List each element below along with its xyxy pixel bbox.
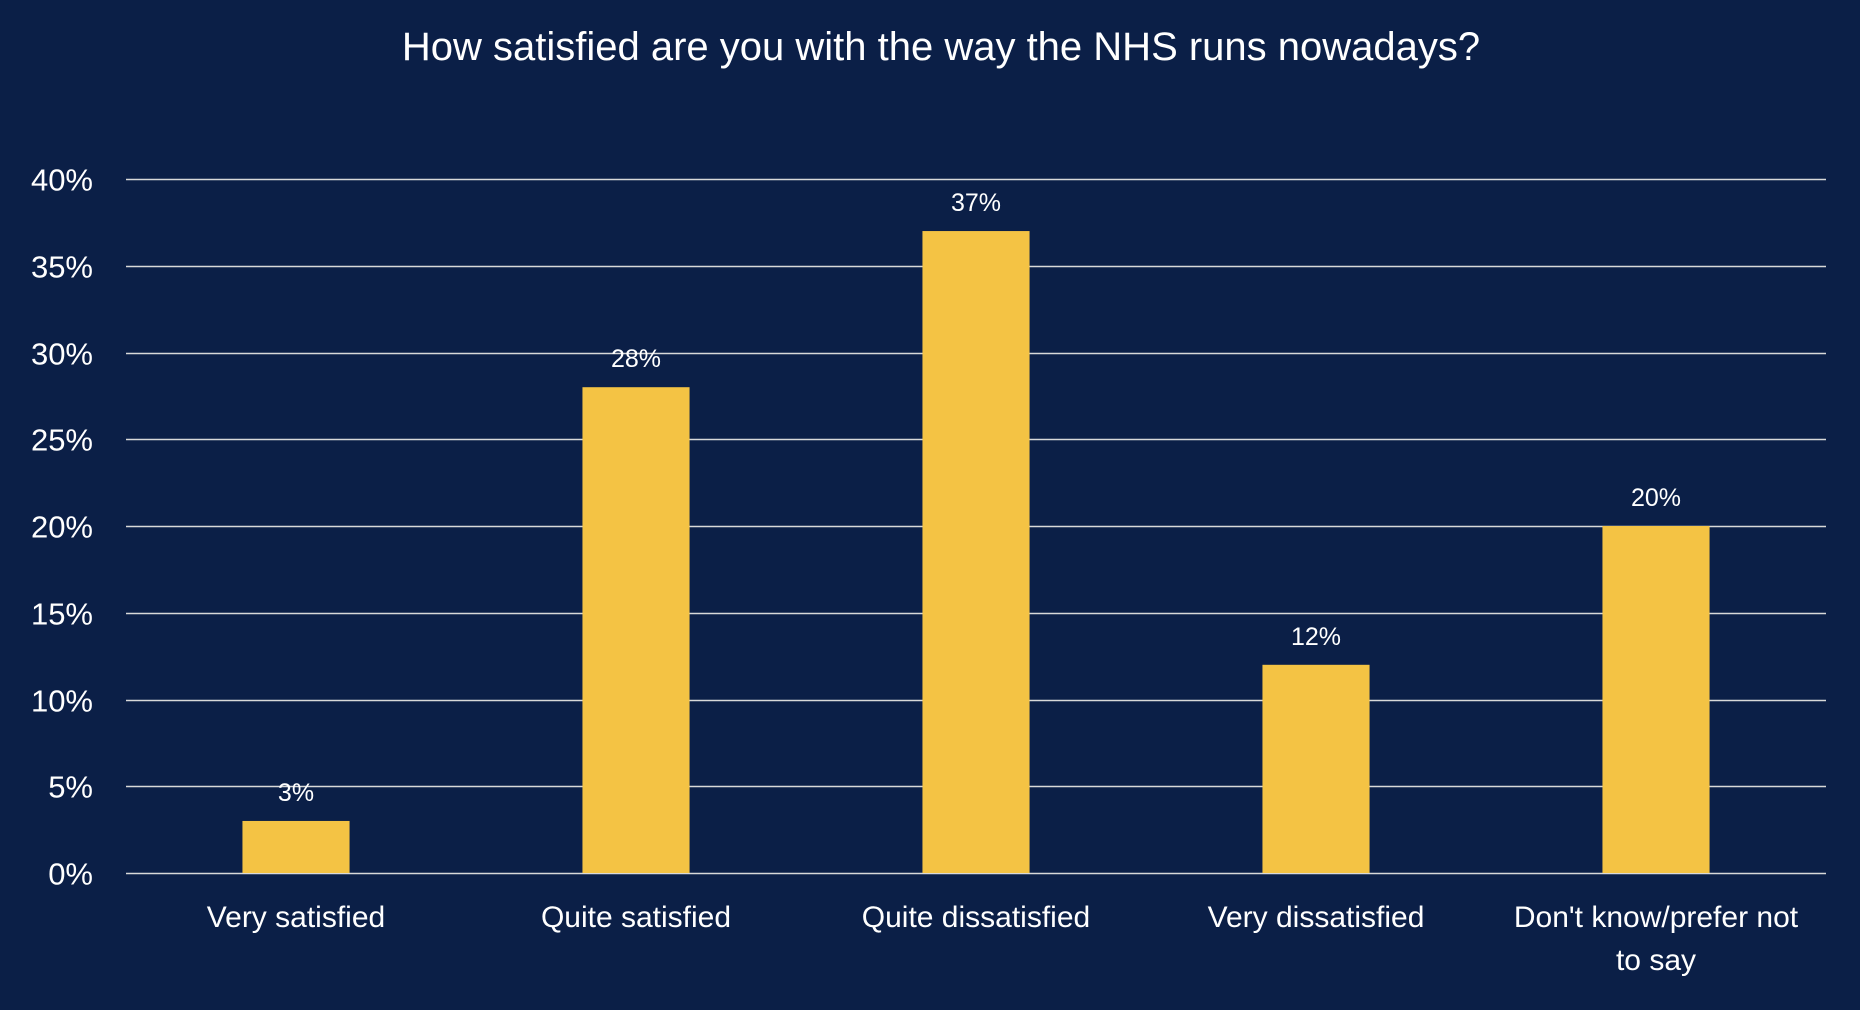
- x-tick-label: to say: [1616, 944, 1696, 977]
- y-tick-label: 25%: [31, 423, 93, 458]
- y-tick-label: 20%: [31, 510, 93, 545]
- x-tick-label: Quite dissatisfied: [862, 901, 1090, 934]
- x-tick-label: Very satisfied: [207, 901, 385, 934]
- bar: [1262, 664, 1370, 873]
- bar: [242, 820, 350, 873]
- bar: [922, 231, 1030, 874]
- y-tick-label: 10%: [31, 684, 93, 719]
- y-axis-ticks: 0% 5% 10% 15% 20% 25% 30% 35% 40%: [31, 163, 93, 892]
- x-tick-label: Very dissatisfied: [1208, 901, 1425, 934]
- bars: [242, 231, 1710, 874]
- bar: [582, 387, 690, 873]
- y-tick-label: 40%: [31, 163, 93, 198]
- x-axis-ticks: Very satisfied Quite satisfied Quite dissa…: [207, 901, 1799, 977]
- data-label: 20%: [1631, 484, 1681, 512]
- chart-title: How satisfied are you with the way the N…: [401, 25, 1481, 69]
- y-tick-label: 15%: [31, 597, 93, 632]
- x-tick-label: Don't know/prefer not: [1514, 901, 1799, 934]
- data-labels: 3% 28% 37% 12% 20%: [278, 189, 1681, 807]
- data-label: 12%: [1291, 623, 1341, 651]
- x-tick-label: Quite satisfied: [541, 901, 731, 934]
- data-label: 37%: [951, 189, 1001, 217]
- y-tick-label: 35%: [31, 250, 93, 285]
- y-tick-label: 5%: [48, 770, 93, 805]
- y-tick-label: 0%: [48, 857, 93, 892]
- bar: [1602, 526, 1710, 873]
- y-tick-label: 30%: [31, 337, 93, 372]
- data-label: 28%: [611, 345, 661, 373]
- data-label: 3%: [278, 779, 314, 807]
